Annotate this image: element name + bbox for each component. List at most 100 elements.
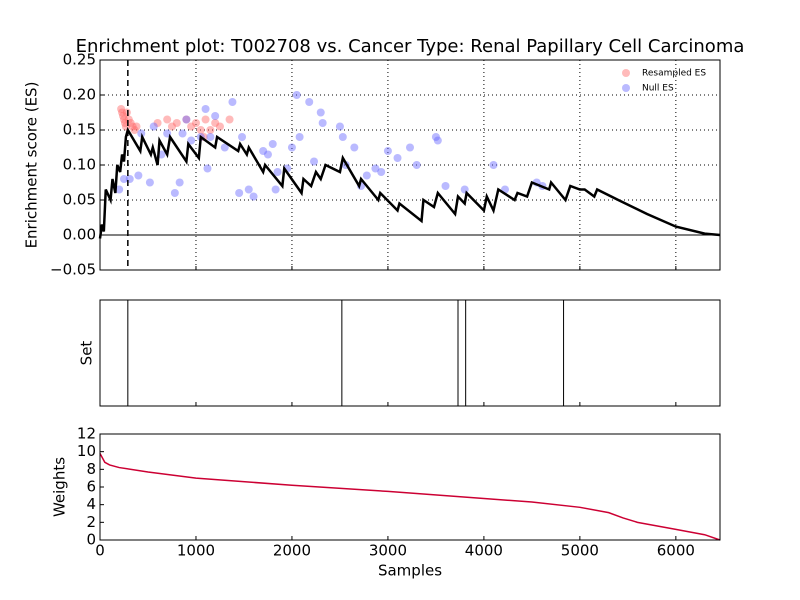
y-tick-label: 0.25 — [63, 51, 96, 69]
y-tick-label: 4 — [86, 495, 96, 513]
scatter-point — [383, 147, 392, 155]
scatter-point — [393, 154, 402, 162]
scatter-point — [489, 161, 498, 169]
scatter-point — [175, 178, 184, 187]
scatter-point — [132, 122, 141, 131]
scatter-point — [371, 164, 380, 173]
x-tick-label: 5000 — [561, 542, 599, 560]
scatter-point — [130, 126, 139, 134]
scatter-point — [335, 122, 344, 131]
y-tick-label: 12 — [77, 425, 96, 443]
scatter-point — [170, 189, 179, 197]
y-tick-label: 0.10 — [63, 156, 96, 174]
y-tick-label: 2 — [86, 513, 96, 531]
scatter-point — [412, 161, 421, 169]
scatter-point — [196, 126, 205, 134]
scatter-point — [191, 119, 200, 127]
scatter-point — [172, 119, 181, 127]
x-tick-label: 6000 — [657, 542, 695, 560]
scatter-point — [201, 115, 210, 124]
scatter-point — [377, 168, 386, 176]
scatter-point — [201, 105, 210, 113]
scatter-point — [167, 122, 176, 131]
scatter-point — [220, 143, 229, 152]
scatter-point — [235, 189, 244, 197]
y-tick-label: 6 — [86, 478, 96, 496]
scatter-point — [249, 192, 258, 201]
scatter-point — [206, 126, 215, 134]
scatter-point — [441, 182, 450, 190]
scatter-point — [350, 143, 359, 152]
y-axis-label: Enrichment score (ES) — [23, 82, 41, 249]
axes-frame — [99, 59, 721, 271]
scatter-point — [292, 91, 301, 99]
y-tick-label: 8 — [86, 460, 96, 478]
scatter-point — [163, 115, 172, 124]
y-axis-label: Set — [78, 341, 96, 366]
scatter-point — [406, 143, 414, 152]
y-tick-label: 0.15 — [63, 121, 96, 139]
scatter-point — [125, 175, 134, 183]
scatter-point — [295, 133, 304, 141]
scatter-point — [318, 119, 327, 127]
scatter-point — [182, 115, 191, 124]
scatter-point — [206, 133, 215, 141]
scatter-point — [287, 143, 296, 152]
scatter-point — [238, 133, 247, 141]
scatter-point — [126, 119, 135, 127]
y-tick-label: 0.05 — [63, 191, 96, 209]
scatter-point — [433, 136, 442, 145]
scatter-point — [215, 122, 224, 131]
scatter-point — [259, 147, 268, 155]
chart-title: Enrichment plot: T002708 vs. Cancer Type… — [76, 36, 745, 57]
legend-label: Resampled ES — [642, 69, 706, 79]
scatter-point — [118, 108, 127, 117]
scatter-point — [119, 175, 128, 183]
scatter-point — [225, 115, 234, 124]
legend-label: Null ES — [642, 84, 674, 94]
x-tick-label: 3000 — [369, 542, 407, 560]
scatter-point — [211, 112, 220, 120]
scatter-point — [178, 129, 187, 138]
scatter-point — [187, 136, 196, 145]
y-tick-label: 0.00 — [63, 226, 96, 244]
scatter-point — [145, 178, 154, 187]
scatter-point — [182, 115, 191, 124]
x-tick-label: 4000 — [465, 542, 503, 560]
scatter-point — [305, 98, 314, 106]
y-tick-label: 10 — [77, 442, 96, 460]
scatter-point — [263, 150, 272, 159]
axes-frame — [99, 433, 721, 541]
x-tick-label: 2000 — [273, 542, 311, 560]
scatter-point — [211, 119, 220, 127]
x-axis-label: Samples — [378, 562, 442, 580]
scatter-point — [268, 140, 277, 148]
y-tick-label: 0 — [86, 531, 96, 549]
scatter-point — [203, 164, 212, 173]
scatter-point — [119, 115, 128, 124]
scatter-point — [122, 108, 131, 117]
x-tick-label: 1000 — [177, 542, 215, 560]
scatter-point — [119, 112, 128, 120]
scatter-point — [187, 122, 196, 131]
scatter-point — [271, 185, 280, 194]
es-line — [98, 126, 721, 239]
scatter-point — [244, 185, 253, 194]
scatter-point — [153, 119, 162, 127]
legend-marker — [622, 69, 630, 77]
scatter-point — [273, 168, 282, 176]
scatter-point — [124, 115, 133, 124]
y-tick-label: −0.05 — [50, 261, 96, 279]
x-tick-label: 0 — [95, 542, 105, 560]
es-line — [99, 453, 721, 541]
y-axis-label: Weights — [51, 457, 69, 517]
axes-frame — [99, 299, 721, 407]
scatter-point — [431, 133, 440, 141]
scatter-point — [115, 185, 124, 194]
y-tick-label: 0.20 — [63, 86, 96, 104]
scatter-point — [338, 133, 347, 141]
legend-marker — [622, 84, 630, 92]
scatter-point — [149, 122, 158, 131]
